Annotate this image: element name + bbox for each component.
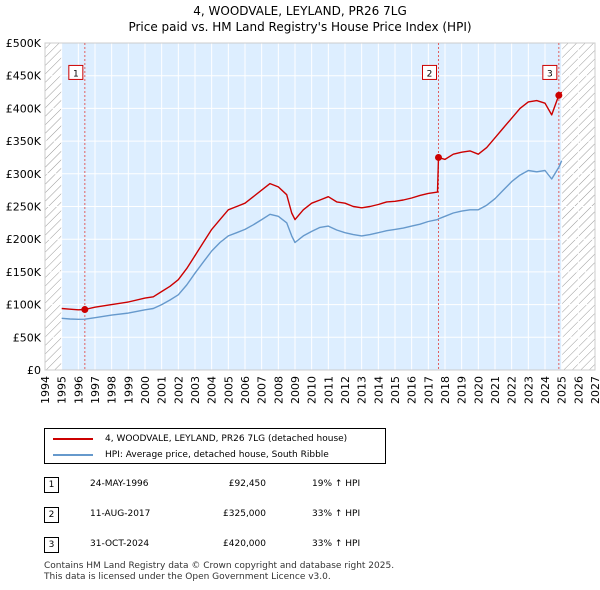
x-tick-label: 2003 xyxy=(189,376,202,404)
transaction-hpi: 19% ↑ HPI xyxy=(312,479,361,489)
transaction-marker-box xyxy=(542,64,558,80)
transaction-date: 31-OCT-2024 xyxy=(90,539,150,549)
series-line xyxy=(61,160,563,320)
transaction-badge: 3 xyxy=(44,537,59,553)
transaction-row: 3 31-OCT-2024 £420,000 33% ↑ HPI xyxy=(0,537,600,555)
x-tick-label: 2012 xyxy=(339,376,352,404)
x-tick-label: 1996 xyxy=(72,376,85,404)
y-tick-label: £400K xyxy=(6,102,42,115)
chart-title-line2: Price paid vs. HM Land Registry's House … xyxy=(128,20,472,34)
transaction-row: 2 11-AUG-2017 £325,000 33% ↑ HPI xyxy=(0,507,600,525)
x-tick-label: 2010 xyxy=(306,376,319,404)
x-tick-label: 2005 xyxy=(222,376,235,404)
x-tick-label: 2006 xyxy=(239,376,252,404)
transaction-marker-label: 3 xyxy=(547,69,553,79)
transaction-badge: 1 xyxy=(44,477,59,493)
x-tick-label: 2009 xyxy=(289,376,302,404)
transaction-marker-box xyxy=(422,64,437,80)
transaction-row: 1 24-MAY-1996 £92,450 19% ↑ HPI xyxy=(0,477,600,495)
x-tick-label: 1994 xyxy=(39,376,52,404)
y-tick-label: £50K xyxy=(13,331,42,344)
chart-legend: 4, WOODVALE, LEYLAND, PR26 7LG (detached… xyxy=(44,428,386,464)
transaction-price: £325,000 xyxy=(223,509,266,519)
y-tick-label: £100K xyxy=(6,299,42,312)
x-tick-label: 2002 xyxy=(172,376,185,404)
y-tick-label: £350K xyxy=(6,135,42,148)
transaction-point xyxy=(555,91,563,99)
transaction-hpi: 33% ↑ HPI xyxy=(312,509,361,519)
y-tick-label: £250K xyxy=(6,201,42,214)
y-tick-label: £200K xyxy=(6,233,42,246)
x-tick-label: 1999 xyxy=(122,376,135,404)
transaction-price: £92,450 xyxy=(228,479,266,489)
transaction-badge: 2 xyxy=(44,507,59,523)
x-tick-label: 2019 xyxy=(456,376,469,404)
x-tick-label: 2001 xyxy=(156,376,169,404)
transaction-point xyxy=(435,153,442,161)
y-tick-label: £0 xyxy=(27,364,41,377)
y-tick-label: £300K xyxy=(6,168,42,181)
legend-item-price: 4, WOODVALE, LEYLAND, PR26 7LG (detached… xyxy=(53,432,347,446)
x-tick-label: 2011 xyxy=(322,376,335,404)
transaction-hpi: 33% ↑ HPI xyxy=(312,539,361,549)
x-tick-label: 2008 xyxy=(272,376,285,404)
x-tick-label: 2017 xyxy=(422,376,435,404)
x-tick-label: 2016 xyxy=(406,376,419,404)
x-tick-label: 2014 xyxy=(372,376,385,404)
y-tick-label: £500K xyxy=(6,37,42,50)
x-tick-label: 2007 xyxy=(256,376,269,404)
transaction-date: 11-AUG-2017 xyxy=(90,509,151,519)
x-tick-label: 2021 xyxy=(489,376,502,404)
legend-swatch-price xyxy=(53,438,93,440)
x-tick-label: 2027 xyxy=(589,376,600,404)
footer-licence: This data is licensed under the Open Gov… xyxy=(44,572,331,582)
x-tick-label: 2025 xyxy=(556,376,569,404)
transaction-date: 24-MAY-1996 xyxy=(90,479,149,489)
x-tick-label: 2022 xyxy=(506,376,519,404)
x-tick-label: 2000 xyxy=(139,376,152,404)
legend-label-hpi: HPI: Average price, detached house, Sout… xyxy=(105,450,329,460)
transaction-marker-box xyxy=(68,64,84,80)
x-tick-label: 2020 xyxy=(472,376,485,404)
x-tick-label: 2018 xyxy=(439,376,452,404)
legend-swatch-hpi xyxy=(53,454,93,456)
legend-item-hpi: HPI: Average price, detached house, Sout… xyxy=(53,448,329,462)
price-chart: £0 £50K £100K £150K £200K £250K £300K £350K £400… xyxy=(6,37,600,404)
y-tick-label: £450K xyxy=(6,70,42,83)
x-tick-label: 2004 xyxy=(206,376,219,404)
x-tick-label: 2023 xyxy=(522,376,535,404)
footer-copyright: Contains HM Land Registry data © Crown c… xyxy=(44,561,395,571)
series-line xyxy=(61,91,563,311)
transaction-marker-label: 1 xyxy=(73,69,79,79)
x-tick-label: 1997 xyxy=(89,376,102,404)
x-tick-label: 2024 xyxy=(539,376,552,404)
chart-title-line1: 4, WOODVALE, LEYLAND, PR26 7LG xyxy=(193,4,407,18)
plot-frame xyxy=(44,42,596,371)
y-tick-label: £150K xyxy=(6,266,42,279)
transaction-point xyxy=(81,306,89,314)
x-tick-label: 2026 xyxy=(572,376,585,404)
transaction-marker-label: 2 xyxy=(427,69,433,79)
x-tick-label: 1995 xyxy=(56,376,69,404)
x-tick-label: 1998 xyxy=(106,376,119,404)
x-tick-label: 2015 xyxy=(389,376,402,404)
legend-label-price: 4, WOODVALE, LEYLAND, PR26 7LG (detached… xyxy=(105,434,348,444)
x-tick-label: 2013 xyxy=(356,376,369,404)
transaction-price: £420,000 xyxy=(223,539,266,549)
